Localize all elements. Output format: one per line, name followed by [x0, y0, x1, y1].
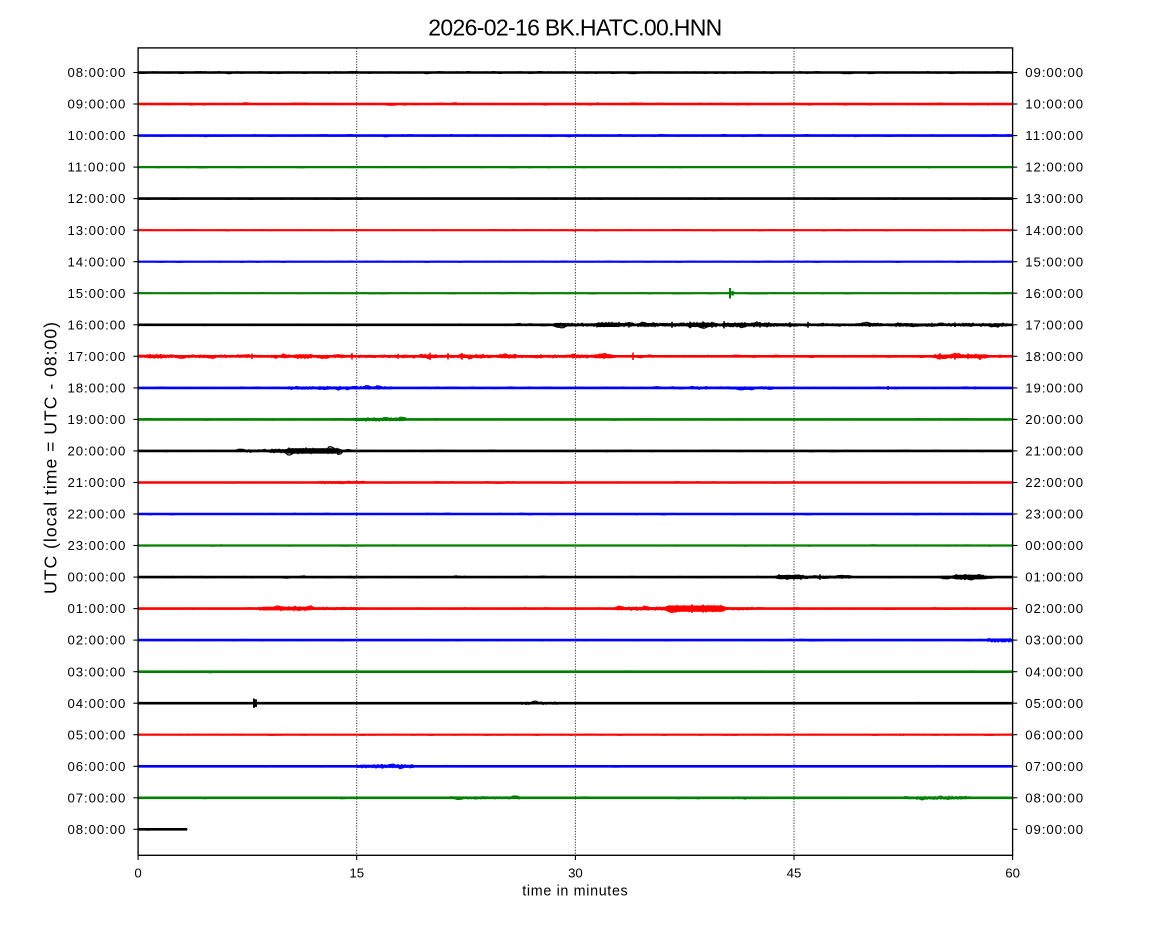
svg-text:00:00:00: 00:00:00: [68, 570, 126, 585]
svg-text:10:00:00: 10:00:00: [68, 128, 126, 143]
svg-text:02:00:00: 02:00:00: [1025, 601, 1083, 616]
svg-text:time in minutes: time in minutes: [522, 883, 627, 899]
svg-text:21:00:00: 21:00:00: [68, 475, 126, 490]
svg-text:01:00:00: 01:00:00: [68, 601, 126, 616]
svg-text:15:00:00: 15:00:00: [68, 286, 126, 301]
svg-text:12:00:00: 12:00:00: [1025, 160, 1083, 175]
svg-text:18:00:00: 18:00:00: [68, 381, 126, 396]
svg-text:13:00:00: 13:00:00: [68, 223, 126, 238]
svg-text:22:00:00: 22:00:00: [68, 507, 126, 522]
svg-text:16:00:00: 16:00:00: [1025, 286, 1083, 301]
svg-text:09:00:00: 09:00:00: [68, 97, 126, 112]
svg-text:03:00:00: 03:00:00: [68, 664, 126, 679]
svg-text:45: 45: [787, 865, 802, 880]
svg-text:20:00:00: 20:00:00: [1025, 412, 1083, 427]
svg-text:14:00:00: 14:00:00: [1025, 223, 1083, 238]
svg-text:17:00:00: 17:00:00: [68, 349, 126, 364]
svg-text:08:00:00: 08:00:00: [68, 822, 126, 837]
svg-text:05:00:00: 05:00:00: [68, 727, 126, 742]
svg-text:08:00:00: 08:00:00: [68, 65, 126, 80]
svg-text:04:00:00: 04:00:00: [68, 696, 126, 711]
svg-text:15: 15: [349, 865, 364, 880]
svg-text:02:00:00: 02:00:00: [68, 633, 126, 648]
svg-text:0: 0: [134, 865, 141, 880]
svg-text:06:00:00: 06:00:00: [68, 759, 126, 774]
svg-text:16:00:00: 16:00:00: [68, 317, 126, 332]
svg-text:04:00:00: 04:00:00: [1025, 664, 1083, 679]
svg-text:22:00:00: 22:00:00: [1025, 475, 1083, 490]
svg-text:19:00:00: 19:00:00: [68, 412, 126, 427]
svg-text:01:00:00: 01:00:00: [1025, 570, 1083, 585]
svg-text:00:00:00: 00:00:00: [1025, 538, 1083, 553]
svg-text:19:00:00: 19:00:00: [1025, 381, 1083, 396]
svg-text:60: 60: [1005, 865, 1020, 880]
svg-text:11:00:00: 11:00:00: [1025, 128, 1083, 143]
svg-text:05:00:00: 05:00:00: [1025, 696, 1083, 711]
svg-text:07:00:00: 07:00:00: [1025, 759, 1083, 774]
svg-text:06:00:00: 06:00:00: [1025, 727, 1083, 742]
svg-text:09:00:00: 09:00:00: [1025, 822, 1083, 837]
svg-text:18:00:00: 18:00:00: [1025, 349, 1083, 364]
svg-text:UTC (local time = UTC - 08:00): UTC (local time = UTC - 08:00): [41, 322, 61, 594]
svg-text:14:00:00: 14:00:00: [68, 254, 126, 269]
svg-text:12:00:00: 12:00:00: [68, 191, 126, 206]
svg-text:20:00:00: 20:00:00: [68, 444, 126, 459]
svg-text:2026-02-16 BK.HATC.00.HNN: 2026-02-16 BK.HATC.00.HNN: [428, 14, 722, 40]
svg-text:03:00:00: 03:00:00: [1025, 633, 1083, 648]
svg-text:23:00:00: 23:00:00: [68, 538, 126, 553]
svg-text:08:00:00: 08:00:00: [1025, 790, 1083, 805]
svg-text:13:00:00: 13:00:00: [1025, 191, 1083, 206]
svg-text:15:00:00: 15:00:00: [1025, 254, 1083, 269]
svg-text:23:00:00: 23:00:00: [1025, 507, 1083, 522]
svg-text:30: 30: [568, 865, 583, 880]
svg-text:11:00:00: 11:00:00: [68, 160, 126, 175]
svg-text:21:00:00: 21:00:00: [1025, 444, 1083, 459]
svg-text:17:00:00: 17:00:00: [1025, 317, 1083, 332]
svg-text:07:00:00: 07:00:00: [68, 790, 126, 805]
svg-text:10:00:00: 10:00:00: [1025, 97, 1083, 112]
svg-text:09:00:00: 09:00:00: [1025, 65, 1083, 80]
